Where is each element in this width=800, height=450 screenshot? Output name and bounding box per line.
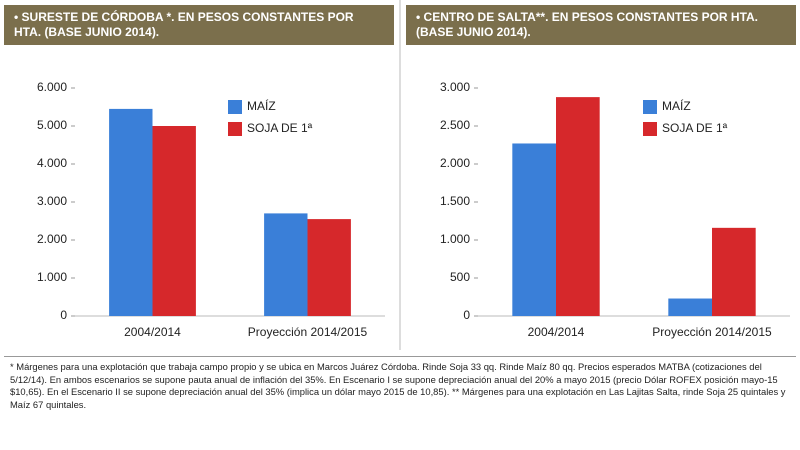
bar: [264, 213, 308, 316]
y-tick-label: 5.000: [37, 118, 67, 132]
y-tick-label: 3.000: [37, 194, 67, 208]
bar: [512, 143, 556, 316]
y-tick-label: 0: [463, 308, 470, 322]
legend-label: SOJA DE 1ª: [247, 121, 313, 135]
x-tick-label: Proyección 2014/2015: [652, 325, 772, 339]
y-tick-label: 500: [450, 270, 470, 284]
y-tick-label: 2.000: [440, 156, 470, 170]
legend-swatch: [228, 122, 242, 136]
x-tick-label: 2004/2014: [124, 325, 181, 339]
legend-label: MAÍZ: [662, 98, 691, 113]
chart-title: • SURESTE DE CÓRDOBA *. EN PESOS CONSTAN…: [4, 5, 394, 45]
bar: [307, 219, 351, 316]
legend-swatch: [643, 122, 657, 136]
y-tick-label: 0: [60, 308, 67, 322]
y-tick-label: 1.000: [440, 232, 470, 246]
y-tick-label: 6.000: [37, 80, 67, 94]
legend-swatch: [643, 100, 657, 114]
legend-label: MAÍZ: [247, 98, 276, 113]
y-tick-label: 3.000: [440, 80, 470, 94]
legend-swatch: [228, 100, 242, 114]
charts: 0 1.000 2.000 3.000 4.000 5.000 6.000 2004/2014…: [37, 0, 790, 350]
y-tick-label: 2.000: [37, 232, 67, 246]
x-tick-label: 2004/2014: [528, 325, 585, 339]
legend-label: SOJA DE 1ª: [662, 121, 728, 135]
x-tick-label: Proyección 2014/2015: [248, 325, 368, 339]
bar: [152, 126, 196, 316]
y-tick-label: 2.500: [440, 118, 470, 132]
bar: [712, 227, 756, 316]
bar: [109, 108, 153, 317]
footnote: * Márgenes para una explotación que trab…: [4, 356, 796, 446]
y-tick-label: 4.000: [37, 156, 67, 170]
chart-title: • CENTRO DE SALTA**. EN PESOS CONSTANTES…: [406, 5, 796, 45]
bar: [668, 298, 712, 316]
y-tick-label: 1.500: [440, 194, 470, 208]
y-tick-label: 1.000: [37, 270, 67, 284]
bar: [556, 97, 600, 317]
